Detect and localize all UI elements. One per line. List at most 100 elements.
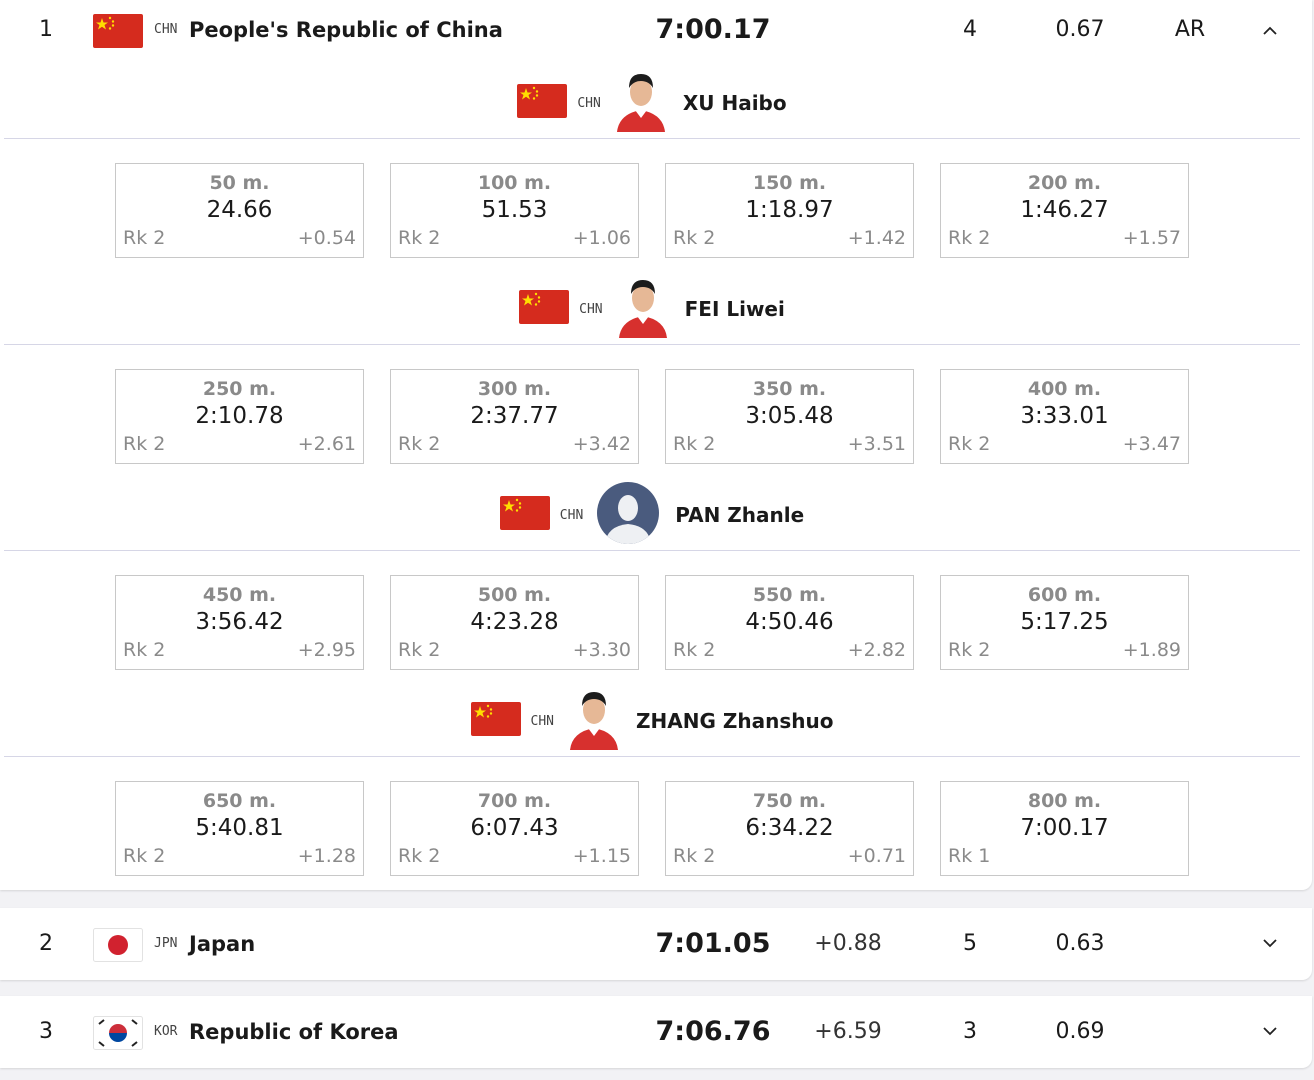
split-diff: +0.71 bbox=[847, 845, 906, 867]
flag bbox=[93, 927, 143, 962]
split-rank: Rk 2 bbox=[673, 845, 716, 867]
split-time: 1:18.97 bbox=[745, 197, 834, 223]
lane: 5 bbox=[963, 931, 977, 956]
split-distance: 400 m. bbox=[1027, 378, 1102, 400]
split-box: 400 m. 3:33.01 Rk 2 +3.47 bbox=[940, 369, 1189, 464]
flag bbox=[470, 702, 521, 740]
split-time: 4:23.28 bbox=[470, 609, 559, 635]
team-header: 2 JPN Japan 7:01.05 +0.88 5 0.63 bbox=[0, 914, 1312, 974]
split-rank: Rk 2 bbox=[398, 433, 441, 455]
split-box: 200 m. 1:46.27 Rk 2 +1.57 bbox=[940, 163, 1189, 258]
team-card: 1 CHN People's Republic of China 7:00.17 4 0.… bbox=[0, 0, 1312, 890]
swimmer-row: CHN FEI Liwei bbox=[4, 274, 1300, 345]
split-box: 800 m. 7:00.17 Rk 1 bbox=[940, 781, 1189, 876]
avatar bbox=[615, 70, 667, 136]
split-distance: 350 m. bbox=[752, 378, 827, 400]
split-time: 5:40.81 bbox=[195, 815, 284, 841]
split-diff: +0.54 bbox=[297, 227, 356, 249]
team-name: People's Republic of China bbox=[189, 18, 503, 42]
split-diff: +3.42 bbox=[572, 433, 631, 455]
split-distance: 700 m. bbox=[477, 790, 552, 812]
split-box: 250 m. 2:10.78 Rk 2 +2.61 bbox=[115, 369, 364, 464]
time-behind: +6.59 bbox=[814, 1019, 882, 1044]
split-diff: +1.89 bbox=[1122, 639, 1181, 661]
split-time: 51.53 bbox=[481, 197, 548, 223]
final-time: 7:01.05 bbox=[655, 928, 771, 959]
split-rank: Rk 2 bbox=[398, 845, 441, 867]
split-diff: +2.61 bbox=[297, 433, 356, 455]
split-distance: 500 m. bbox=[477, 584, 552, 606]
flag bbox=[519, 290, 570, 328]
split-time: 7:00.17 bbox=[1020, 815, 1109, 841]
avatar bbox=[568, 688, 620, 754]
split-distance: 600 m. bbox=[1027, 584, 1102, 606]
split-diff: +2.82 bbox=[847, 639, 906, 661]
split-box: 100 m. 51.53 Rk 2 +1.06 bbox=[390, 163, 639, 258]
split-rank: Rk 2 bbox=[673, 639, 716, 661]
split-rank: Rk 2 bbox=[948, 639, 991, 661]
split-diff: +3.30 bbox=[572, 639, 631, 661]
time-behind: +0.88 bbox=[814, 931, 882, 956]
split-time: 24.66 bbox=[206, 197, 273, 223]
split-distance: 150 m. bbox=[752, 172, 827, 194]
split-box: 350 m. 3:05.48 Rk 2 +3.51 bbox=[665, 369, 914, 464]
lane: 4 bbox=[963, 17, 977, 42]
final-time: 7:00.17 bbox=[655, 14, 771, 45]
split-time: 3:33.01 bbox=[1020, 403, 1109, 429]
split-box: 550 m. 4:50.46 Rk 2 +2.82 bbox=[665, 575, 914, 670]
lane: 3 bbox=[963, 1019, 977, 1044]
country-code: KOR bbox=[154, 1024, 178, 1039]
split-rank: Rk 2 bbox=[123, 845, 166, 867]
split-time: 5:17.25 bbox=[1020, 609, 1109, 635]
team-card: 2 JPN Japan 7:01.05 +0.88 5 0.63 bbox=[0, 908, 1312, 980]
split-box: 300 m. 2:37.77 Rk 2 +3.42 bbox=[390, 369, 639, 464]
team-name: Republic of Korea bbox=[189, 1020, 399, 1044]
split-rank: Rk 2 bbox=[398, 227, 441, 249]
split-box: 500 m. 4:23.28 Rk 2 +3.30 bbox=[390, 575, 639, 670]
split-diff: +1.15 bbox=[572, 845, 631, 867]
team-card: 3 KOR Republic of Korea 7:06.76 +6.59 3 0.69 bbox=[0, 996, 1312, 1068]
flag bbox=[93, 13, 143, 48]
record: AR bbox=[1174, 17, 1206, 42]
swimmer-row: CHN PAN Zhanle bbox=[4, 480, 1300, 551]
country-code: CHN bbox=[559, 507, 584, 523]
rank: 2 bbox=[39, 931, 53, 956]
split-distance: 250 m. bbox=[202, 378, 277, 400]
split-rank: Rk 2 bbox=[123, 639, 166, 661]
split-rank: Rk 1 bbox=[948, 845, 991, 867]
split-distance: 50 m. bbox=[209, 172, 270, 194]
country-code: CHN bbox=[579, 301, 603, 317]
split-rank: Rk 2 bbox=[948, 227, 991, 249]
split-distance: 750 m. bbox=[752, 790, 827, 812]
split-time: 6:07.43 bbox=[470, 815, 559, 841]
flag bbox=[517, 84, 568, 122]
swimmer-name: PAN Zhanle bbox=[675, 503, 805, 527]
split-rank: Rk 2 bbox=[673, 227, 716, 249]
flag bbox=[93, 1015, 143, 1050]
country-code: CHN bbox=[154, 22, 178, 37]
swimmer-name: ZHANG Zhanshuo bbox=[636, 709, 834, 733]
final-time: 7:06.76 bbox=[655, 1016, 771, 1047]
split-box: 50 m. 24.66 Rk 2 +0.54 bbox=[115, 163, 364, 258]
split-time: 6:34.22 bbox=[745, 815, 834, 841]
rank: 3 bbox=[39, 1019, 53, 1044]
split-diff: +1.57 bbox=[1122, 227, 1181, 249]
split-time: 4:50.46 bbox=[745, 609, 834, 635]
split-time: 3:56.42 bbox=[195, 609, 284, 635]
team-header: 1 CHN People's Republic of China 7:00.17 4 0.… bbox=[0, 0, 1312, 60]
split-time: 2:10.78 bbox=[195, 403, 284, 429]
split-rank: Rk 2 bbox=[123, 433, 166, 455]
country-code: CHN bbox=[577, 95, 601, 111]
team-header: 3 KOR Republic of Korea 7:06.76 +6.59 3 0.69 bbox=[0, 1002, 1312, 1062]
split-box: 650 m. 5:40.81 Rk 2 +1.28 bbox=[115, 781, 364, 876]
split-box: 450 m. 3:56.42 Rk 2 +2.95 bbox=[115, 575, 364, 670]
split-diff: +2.95 bbox=[297, 639, 356, 661]
expand-toggle[interactable] bbox=[1262, 914, 1288, 974]
split-time: 1:46.27 bbox=[1020, 197, 1109, 223]
expand-toggle[interactable] bbox=[1262, 1002, 1288, 1062]
team-name: Japan bbox=[189, 932, 256, 956]
swimmer-row: CHN ZHANG Zhanshuo bbox=[4, 686, 1300, 757]
split-distance: 200 m. bbox=[1027, 172, 1102, 194]
expand-toggle[interactable] bbox=[1262, 0, 1288, 60]
